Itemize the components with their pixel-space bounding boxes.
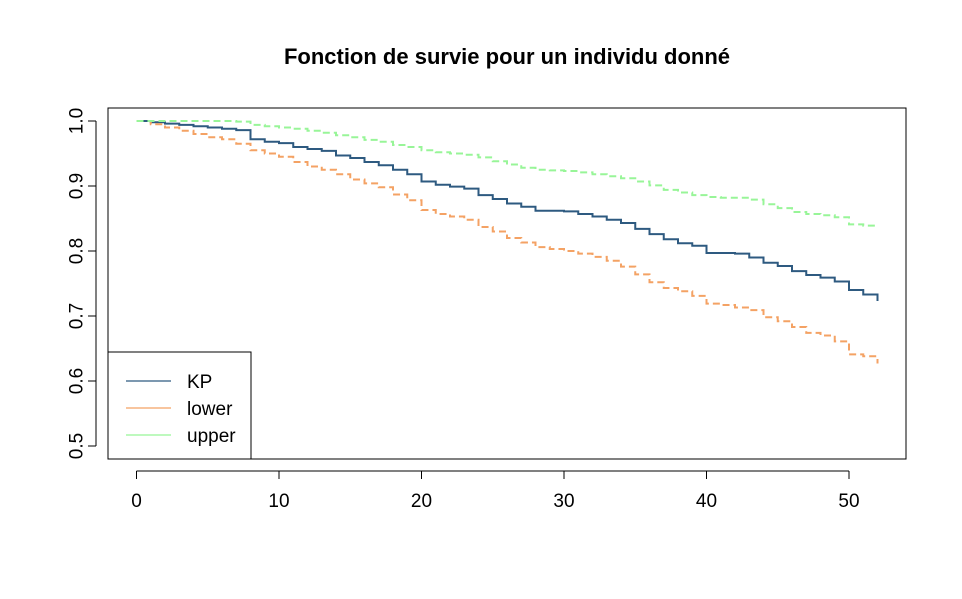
- x-tick-label: 50: [838, 491, 859, 512]
- series-layer: [136, 120, 879, 364]
- y-tick-label: 0.9: [67, 173, 88, 199]
- x-tick-label: 20: [411, 491, 432, 512]
- x-tick-label: 30: [553, 491, 574, 512]
- legend-box: [107, 351, 252, 460]
- x-tick-label: 10: [268, 491, 289, 512]
- legend: KP lower upper: [107, 351, 252, 460]
- legend-label-kp: KP: [187, 372, 212, 393]
- series-line-kp: [136, 120, 879, 302]
- series-line-upper: [136, 120, 878, 227]
- x-tick-label: 0: [131, 491, 142, 512]
- legend-label-lower: lower: [187, 399, 233, 420]
- y-tick-label: 0.6: [67, 368, 88, 394]
- plot-frame: [107, 107, 907, 460]
- y-tick-label: 0.7: [67, 303, 88, 329]
- legend-label-upper: upper: [187, 426, 236, 447]
- x-tick-label: 40: [696, 491, 717, 512]
- y-tick-label: 0.5: [67, 433, 88, 459]
- axis-layer: 0 10 20 30 40 50 0.5 0.6 0.7 0.8 0.9 1.0: [67, 108, 860, 512]
- y-tick-label: 1.0: [67, 108, 88, 134]
- chart-title: Fonction de survie pour un individu donn…: [284, 44, 730, 69]
- series-line-lower: [136, 120, 879, 364]
- y-tick-label: 0.8: [67, 238, 88, 264]
